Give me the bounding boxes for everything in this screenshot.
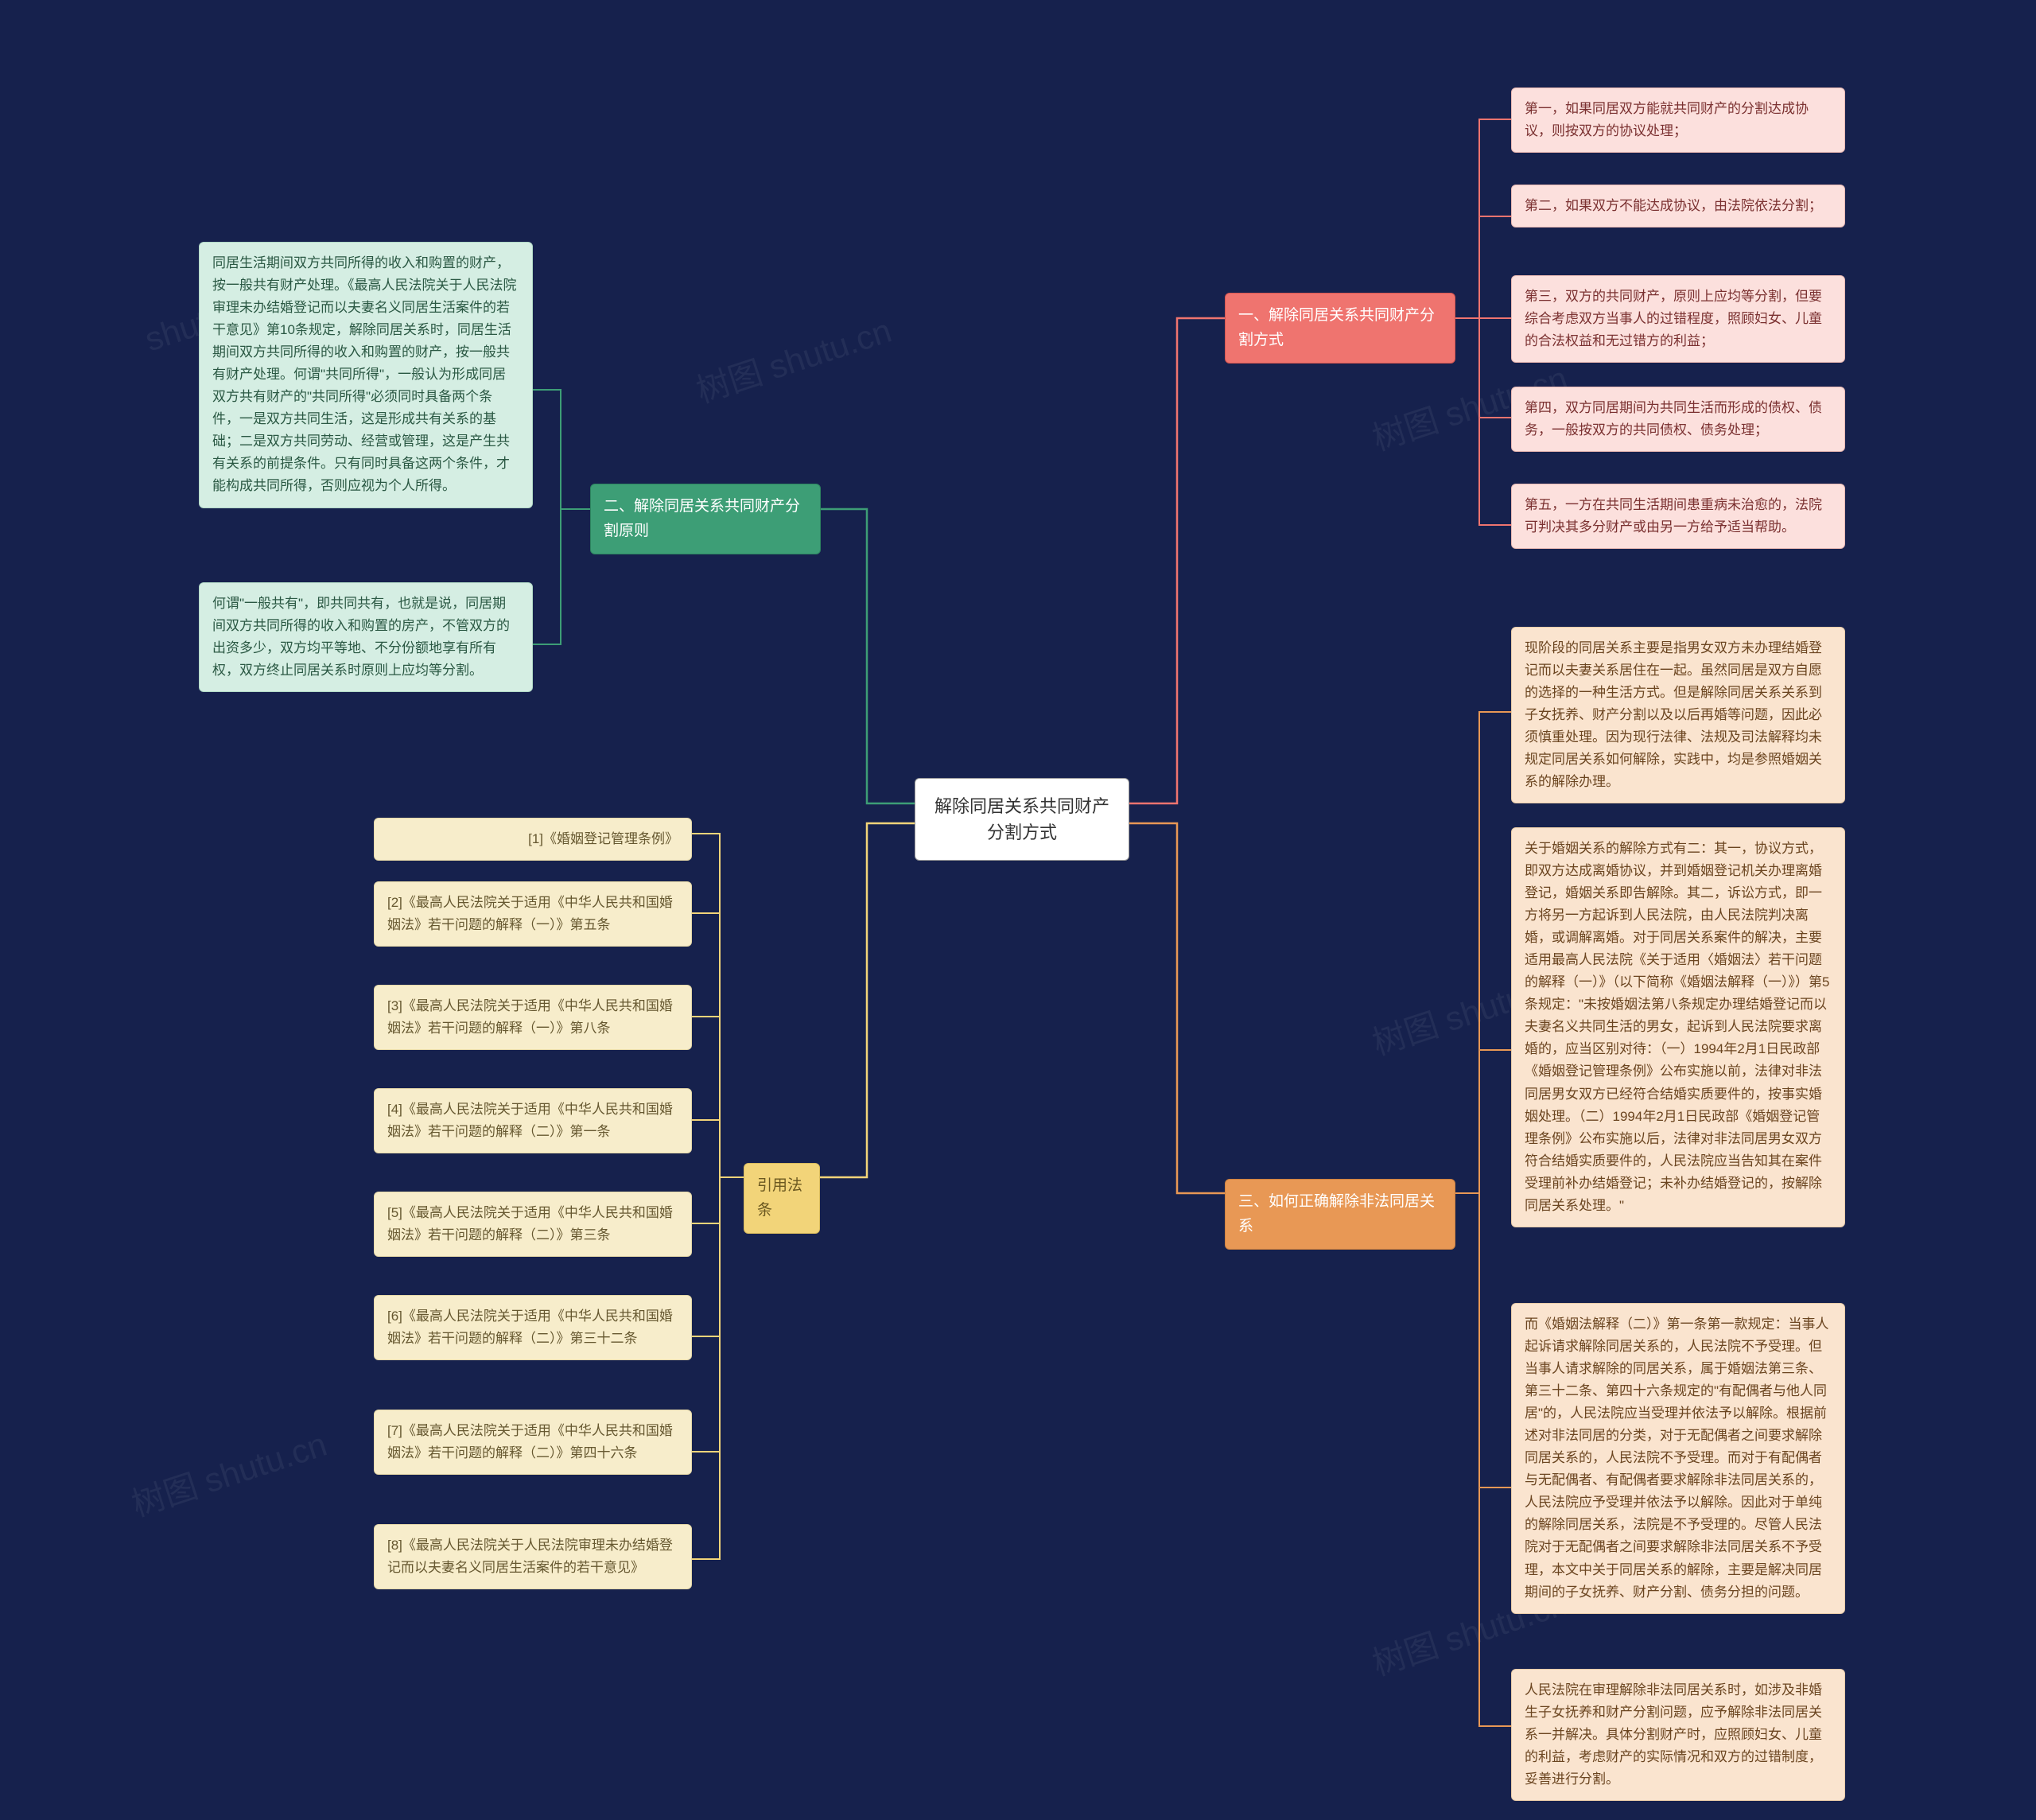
leaf-yellow-1: [1]《婚姻登记管理条例》 [374,818,692,861]
leaf-yellow-3: [3]《最高人民法院关于适用《中华人民共和国婚姻法》若干问题的解释（一）》第八条 [374,985,692,1050]
root-node: 解除同居关系共同财产分割方式 [915,778,1129,861]
branch-cited-laws: 引用法条 [744,1163,820,1234]
leaf-red-2: 第二，如果双方不能达成协议，由法院依法分割； [1511,185,1845,228]
branch-division-principles: 二、解除同居关系共同财产分割原则 [590,484,821,554]
leaf-yellow-4: [4]《最高人民法院关于适用《中华人民共和国婚姻法》若干问题的解释（二）》第一条 [374,1088,692,1153]
leaf-red-4: 第四，双方同居期间为共同生活而形成的债权、债务，一般按双方的共同债权、债务处理； [1511,387,1845,452]
branch-division-methods: 一、解除同居关系共同财产分割方式 [1225,293,1455,364]
leaf-yellow-2: [2]《最高人民法院关于适用《中华人民共和国婚姻法》若干问题的解释（一）》第五条 [374,881,692,947]
leaf-yellow-5: [5]《最高人民法院关于适用《中华人民共和国婚姻法》若干问题的解释（二）》第三条 [374,1192,692,1257]
leaf-orange-4: 人民法院在审理解除非法同居关系时，如涉及非婚生子女抚养和财产分割问题，应予解除非… [1511,1669,1845,1801]
leaf-green-2: 何谓"一般共有"，即共同共有，也就是说，同居期间双方共同所得的收入和购置的房产，… [199,582,533,692]
leaf-red-3: 第三，双方的共同财产，原则上应均等分割，但要综合考虑双方当事人的过错程度，照顾妇… [1511,275,1845,363]
leaf-red-1: 第一，如果同居双方能就共同财产的分割达成协议，则按双方的协议处理； [1511,88,1845,153]
leaf-orange-1: 现阶段的同居关系主要是指男女双方未办理结婚登记而以夫妻关系居住在一起。虽然同居是… [1511,627,1845,803]
leaf-yellow-8: [8]《最高人民法院关于人民法院审理未办结婚登记而以夫妻名义同居生活案件的若干意… [374,1524,692,1589]
leaf-yellow-6: [6]《最高人民法院关于适用《中华人民共和国婚姻法》若干问题的解释（二）》第三十… [374,1295,692,1360]
leaf-red-5: 第五，一方在共同生活期间患重病未治愈的，法院可判决其多分财产或由另一方给予适当帮… [1511,484,1845,549]
leaf-orange-3: 而《婚姻法解释（二）》第一条第一款规定：当事人起诉请求解除同居关系的，人民法院不… [1511,1303,1845,1614]
watermark: 树图 shutu.cn [690,304,897,413]
branch-dissolve-relationship: 三、如何正确解除非法同居关系 [1225,1179,1455,1250]
leaf-green-1: 同居生活期间双方共同所得的收入和购置的财产，按一般共有财产处理。《最高人民法院关… [199,242,533,508]
watermark: 树图 shutu.cn [125,1418,332,1526]
leaf-yellow-7: [7]《最高人民法院关于适用《中华人民共和国婚姻法》若干问题的解释（二）》第四十… [374,1410,692,1475]
leaf-orange-2: 关于婚姻关系的解除方式有二：其一，协议方式，即双方达成离婚协议，并到婚姻登记机关… [1511,827,1845,1227]
